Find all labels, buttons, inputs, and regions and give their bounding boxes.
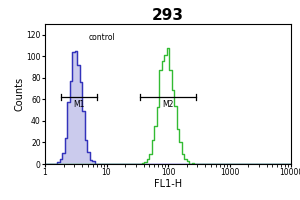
Text: M2: M2: [162, 100, 173, 109]
Y-axis label: Counts: Counts: [15, 77, 25, 111]
Title: 293: 293: [152, 8, 184, 23]
Text: control: control: [88, 33, 116, 42]
X-axis label: FL1-H: FL1-H: [154, 179, 182, 189]
Text: M1: M1: [73, 100, 85, 109]
